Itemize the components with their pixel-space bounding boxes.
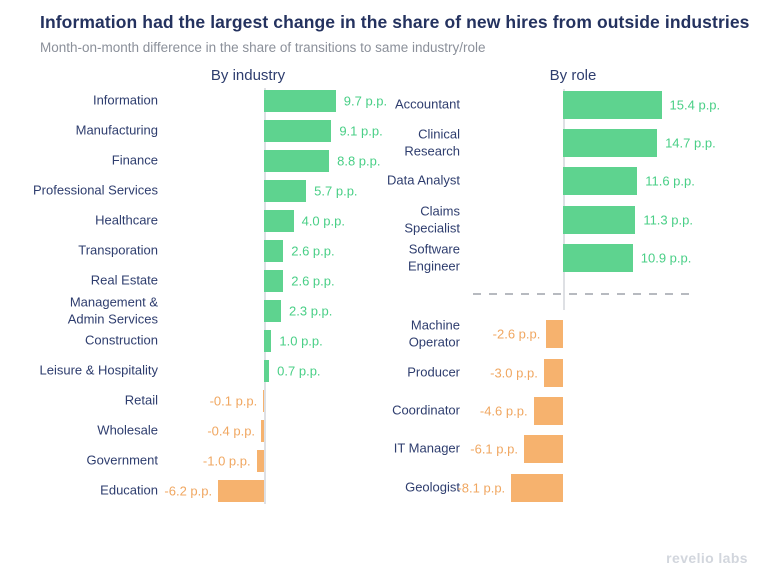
negative-bar xyxy=(523,435,563,463)
industry-axis-baseline xyxy=(264,88,266,504)
positive-bar xyxy=(563,206,636,234)
negative-bar xyxy=(263,390,264,412)
value-label: 9.7 p.p. xyxy=(343,93,388,109)
positive-bar xyxy=(563,244,633,272)
panel-heading-by-role: By role xyxy=(549,67,597,84)
positive-negative-divider xyxy=(473,293,695,295)
value-label: 0.7 p.p. xyxy=(277,363,321,379)
value-label: -1.0 p.p. xyxy=(202,453,251,469)
value-label: -8.1 p.p. xyxy=(457,480,506,496)
positive-bar xyxy=(264,150,330,172)
category-label: Retail xyxy=(124,392,158,408)
category-label: Professional Services xyxy=(33,182,158,198)
category-label: Coordinator xyxy=(392,402,460,418)
category-label: Software Engineer xyxy=(407,241,460,273)
value-label: -0.4 p.p. xyxy=(207,423,256,439)
category-label: Real Estate xyxy=(90,272,158,288)
positive-bar xyxy=(563,167,638,195)
category-label: Accountant xyxy=(394,96,460,112)
category-label: Leisure & Hospitality xyxy=(39,362,159,378)
negative-bar xyxy=(546,320,563,348)
category-label: Wholesale xyxy=(97,422,158,438)
value-label: 4.0 p.p. xyxy=(301,213,345,229)
value-label: 5.7 p.p. xyxy=(314,183,358,199)
negative-bar xyxy=(543,359,563,387)
role-axis-baseline xyxy=(563,89,565,310)
category-label: Manufacturing xyxy=(75,122,158,138)
value-label: 10.9 p.p. xyxy=(640,250,692,266)
category-label: Claims Specialist xyxy=(404,203,460,235)
revelio-labs-logo: revelio labs xyxy=(666,550,748,566)
value-label: 9.1 p.p. xyxy=(339,123,383,139)
category-label: Data Analyst xyxy=(387,172,460,188)
value-label: -4.6 p.p. xyxy=(479,403,528,419)
category-label: Transporation xyxy=(78,242,158,258)
negative-bar xyxy=(511,474,563,502)
category-label: Clinical Research xyxy=(404,126,460,158)
category-label: Geologist xyxy=(405,479,460,495)
value-label: 8.8 p.p. xyxy=(337,153,381,169)
value-label: 2.6 p.p. xyxy=(291,243,335,259)
category-label: Management & Admin Services xyxy=(67,294,158,326)
value-label: 11.6 p.p. xyxy=(645,173,695,189)
category-label: Healthcare xyxy=(95,212,158,228)
positive-bar xyxy=(563,91,662,119)
value-label: -2.6 p.p. xyxy=(492,326,541,342)
category-label: Government xyxy=(86,452,158,468)
positive-bar xyxy=(264,180,307,202)
negative-bar xyxy=(218,480,264,502)
category-label: Construction xyxy=(85,332,158,348)
value-label: -6.1 p.p. xyxy=(470,441,518,457)
value-label: 2.3 p.p. xyxy=(289,303,333,319)
value-label: 1.0 p.p. xyxy=(279,333,323,349)
category-label: Finance xyxy=(111,152,158,168)
positive-bar xyxy=(563,129,658,157)
positive-bar xyxy=(264,240,284,262)
positive-bar xyxy=(264,330,272,352)
positive-bar xyxy=(264,210,294,232)
negative-bar xyxy=(256,450,264,472)
category-label: Education xyxy=(100,482,158,498)
value-label: 14.7 p.p. xyxy=(665,135,716,151)
positive-bar xyxy=(264,90,336,112)
value-label: 15.4 p.p. xyxy=(669,97,721,113)
positive-bar xyxy=(264,360,270,382)
category-label: Information xyxy=(92,92,158,108)
category-label: Machine Operator xyxy=(408,317,460,349)
value-label: 11.3 p.p. xyxy=(643,212,693,228)
negative-bar xyxy=(261,420,264,442)
value-label: -6.2 p.p. xyxy=(164,483,213,499)
positive-bar xyxy=(264,300,282,322)
chart-subtitle: Month-on-month difference in the share o… xyxy=(40,40,486,55)
value-label: -0.1 p.p. xyxy=(209,393,258,409)
value-label: 2.6 p.p. xyxy=(291,273,335,289)
category-label: Producer xyxy=(407,364,460,380)
positive-bar xyxy=(264,120,332,142)
chart-title: Information had the largest change in th… xyxy=(40,12,750,32)
value-label: -3.0 p.p. xyxy=(490,365,538,381)
panel-heading-by-industry: By industry xyxy=(210,67,286,84)
positive-bar xyxy=(264,270,284,292)
negative-bar xyxy=(533,397,563,425)
category-label: IT Manager xyxy=(393,440,460,456)
